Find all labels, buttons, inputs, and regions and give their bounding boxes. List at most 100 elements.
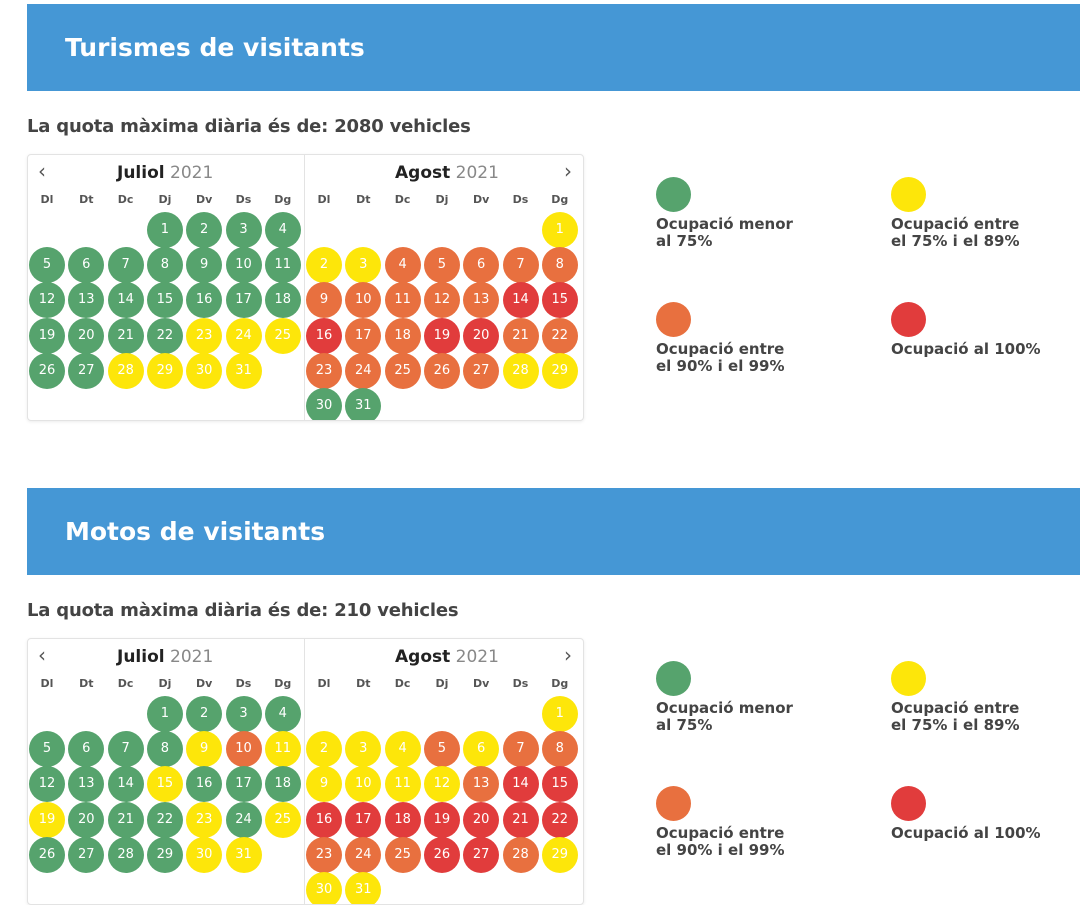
calendar-day[interactable]: 3 (345, 247, 382, 284)
calendar-day[interactable]: 15 (146, 766, 183, 803)
calendar-day[interactable]: 6 (463, 731, 500, 768)
calendar-day[interactable]: 18 (264, 766, 301, 803)
calendar-day[interactable]: 2 (306, 247, 342, 284)
calendar-day[interactable]: 15 (541, 282, 578, 319)
calendar-day[interactable]: 25 (264, 801, 301, 838)
calendar-day[interactable]: 13 (463, 766, 500, 803)
calendar-day[interactable]: 23 (306, 836, 342, 873)
calendar-day[interactable]: 2 (186, 696, 223, 732)
calendar-day[interactable]: 8 (541, 247, 578, 284)
calendar-day[interactable]: 6 (68, 731, 105, 768)
prev-month-icon[interactable]: ‹ (38, 643, 46, 667)
calendar-day[interactable]: 11 (264, 247, 301, 284)
calendar-day[interactable]: 29 (146, 836, 183, 873)
calendar-day[interactable]: 21 (107, 317, 144, 354)
calendar-day[interactable]: 28 (502, 836, 539, 873)
calendar-day[interactable]: 16 (306, 317, 342, 354)
calendar-day[interactable]: 8 (146, 247, 183, 284)
calendar-day[interactable]: 27 (463, 352, 500, 389)
calendar-day[interactable]: 27 (68, 836, 105, 873)
calendar-day[interactable]: 1 (146, 212, 183, 248)
calendar-day[interactable]: 4 (384, 247, 421, 284)
calendar-day[interactable]: 19 (423, 801, 460, 838)
calendar-day[interactable]: 14 (107, 766, 144, 803)
calendar-day[interactable]: 31 (225, 352, 262, 389)
calendar-day[interactable]: 19 (29, 801, 65, 838)
calendar-day[interactable]: 20 (68, 801, 105, 838)
calendar-day[interactable]: 4 (264, 212, 301, 248)
calendar-day[interactable]: 28 (107, 836, 144, 873)
calendar-day[interactable]: 27 (463, 836, 500, 873)
calendar-day[interactable]: 20 (68, 317, 105, 354)
calendar-day[interactable]: 1 (146, 696, 183, 732)
calendar-day[interactable]: 23 (186, 317, 223, 354)
calendar-day[interactable]: 25 (384, 836, 421, 873)
calendar-day[interactable]: 10 (345, 282, 382, 319)
calendar-day[interactable]: 7 (502, 731, 539, 768)
calendar-day[interactable]: 26 (29, 836, 65, 873)
calendar-day[interactable]: 24 (225, 317, 262, 354)
calendar-day[interactable]: 9 (186, 731, 223, 768)
calendar-day[interactable]: 5 (29, 247, 65, 284)
calendar-day[interactable]: 16 (306, 801, 342, 838)
calendar-day[interactable]: 21 (502, 317, 539, 354)
calendar-day[interactable]: 4 (384, 731, 421, 768)
calendar-day[interactable]: 24 (345, 352, 382, 389)
calendar-day[interactable]: 13 (68, 766, 105, 803)
calendar-day[interactable]: 12 (29, 766, 65, 803)
calendar-day[interactable]: 22 (146, 317, 183, 354)
calendar-day[interactable]: 10 (345, 766, 382, 803)
calendar-day[interactable]: 2 (306, 731, 342, 768)
calendar-day[interactable]: 21 (502, 801, 539, 838)
calendar-day[interactable]: 25 (384, 352, 421, 389)
calendar-day[interactable]: 30 (186, 352, 223, 389)
calendar-day[interactable]: 28 (107, 352, 144, 389)
calendar-day[interactable]: 22 (541, 801, 578, 838)
calendar-day[interactable]: 30 (306, 388, 342, 420)
calendar-day[interactable]: 3 (225, 696, 262, 732)
calendar-day[interactable]: 5 (423, 247, 460, 284)
calendar-day[interactable]: 7 (107, 247, 144, 284)
calendar-day[interactable]: 15 (541, 766, 578, 803)
calendar-day[interactable]: 14 (107, 282, 144, 319)
calendar-day[interactable]: 2 (186, 212, 223, 248)
calendar-day[interactable]: 9 (306, 282, 342, 319)
calendar-day[interactable]: 6 (68, 247, 105, 284)
calendar-day[interactable]: 20 (463, 317, 500, 354)
calendar-day[interactable]: 22 (541, 317, 578, 354)
calendar-day[interactable]: 26 (423, 836, 460, 873)
calendar-day[interactable]: 24 (345, 836, 382, 873)
calendar-day[interactable]: 8 (146, 731, 183, 768)
calendar-day[interactable]: 3 (345, 731, 382, 768)
calendar-day[interactable]: 18 (384, 801, 421, 838)
calendar-day[interactable]: 21 (107, 801, 144, 838)
calendar-day[interactable]: 13 (463, 282, 500, 319)
calendar-day[interactable]: 12 (29, 282, 65, 319)
calendar-day[interactable]: 29 (541, 352, 578, 389)
calendar-day[interactable]: 14 (502, 282, 539, 319)
calendar-day[interactable]: 12 (423, 282, 460, 319)
calendar-day[interactable]: 20 (463, 801, 500, 838)
calendar-day[interactable]: 15 (146, 282, 183, 319)
calendar-day[interactable]: 10 (225, 247, 262, 284)
calendar-day[interactable]: 11 (264, 731, 301, 768)
calendar-day[interactable]: 19 (29, 317, 65, 354)
calendar-day[interactable]: 31 (345, 388, 382, 420)
calendar-day[interactable]: 31 (225, 836, 262, 873)
calendar-day[interactable]: 17 (345, 317, 382, 354)
calendar-day[interactable]: 11 (384, 766, 421, 803)
calendar-day[interactable]: 16 (186, 282, 223, 319)
calendar-day[interactable]: 5 (29, 731, 65, 768)
calendar-day[interactable]: 7 (502, 247, 539, 284)
calendar-day[interactable]: 17 (225, 282, 262, 319)
calendar-day[interactable]: 30 (186, 836, 223, 873)
calendar-day[interactable]: 27 (68, 352, 105, 389)
calendar-day[interactable]: 25 (264, 317, 301, 354)
calendar-day[interactable]: 22 (146, 801, 183, 838)
calendar-day[interactable]: 30 (306, 872, 342, 904)
calendar-day[interactable]: 14 (502, 766, 539, 803)
calendar-day[interactable]: 19 (423, 317, 460, 354)
calendar-day[interactable]: 13 (68, 282, 105, 319)
next-month-icon[interactable]: › (564, 643, 572, 667)
calendar-day[interactable]: 26 (423, 352, 460, 389)
